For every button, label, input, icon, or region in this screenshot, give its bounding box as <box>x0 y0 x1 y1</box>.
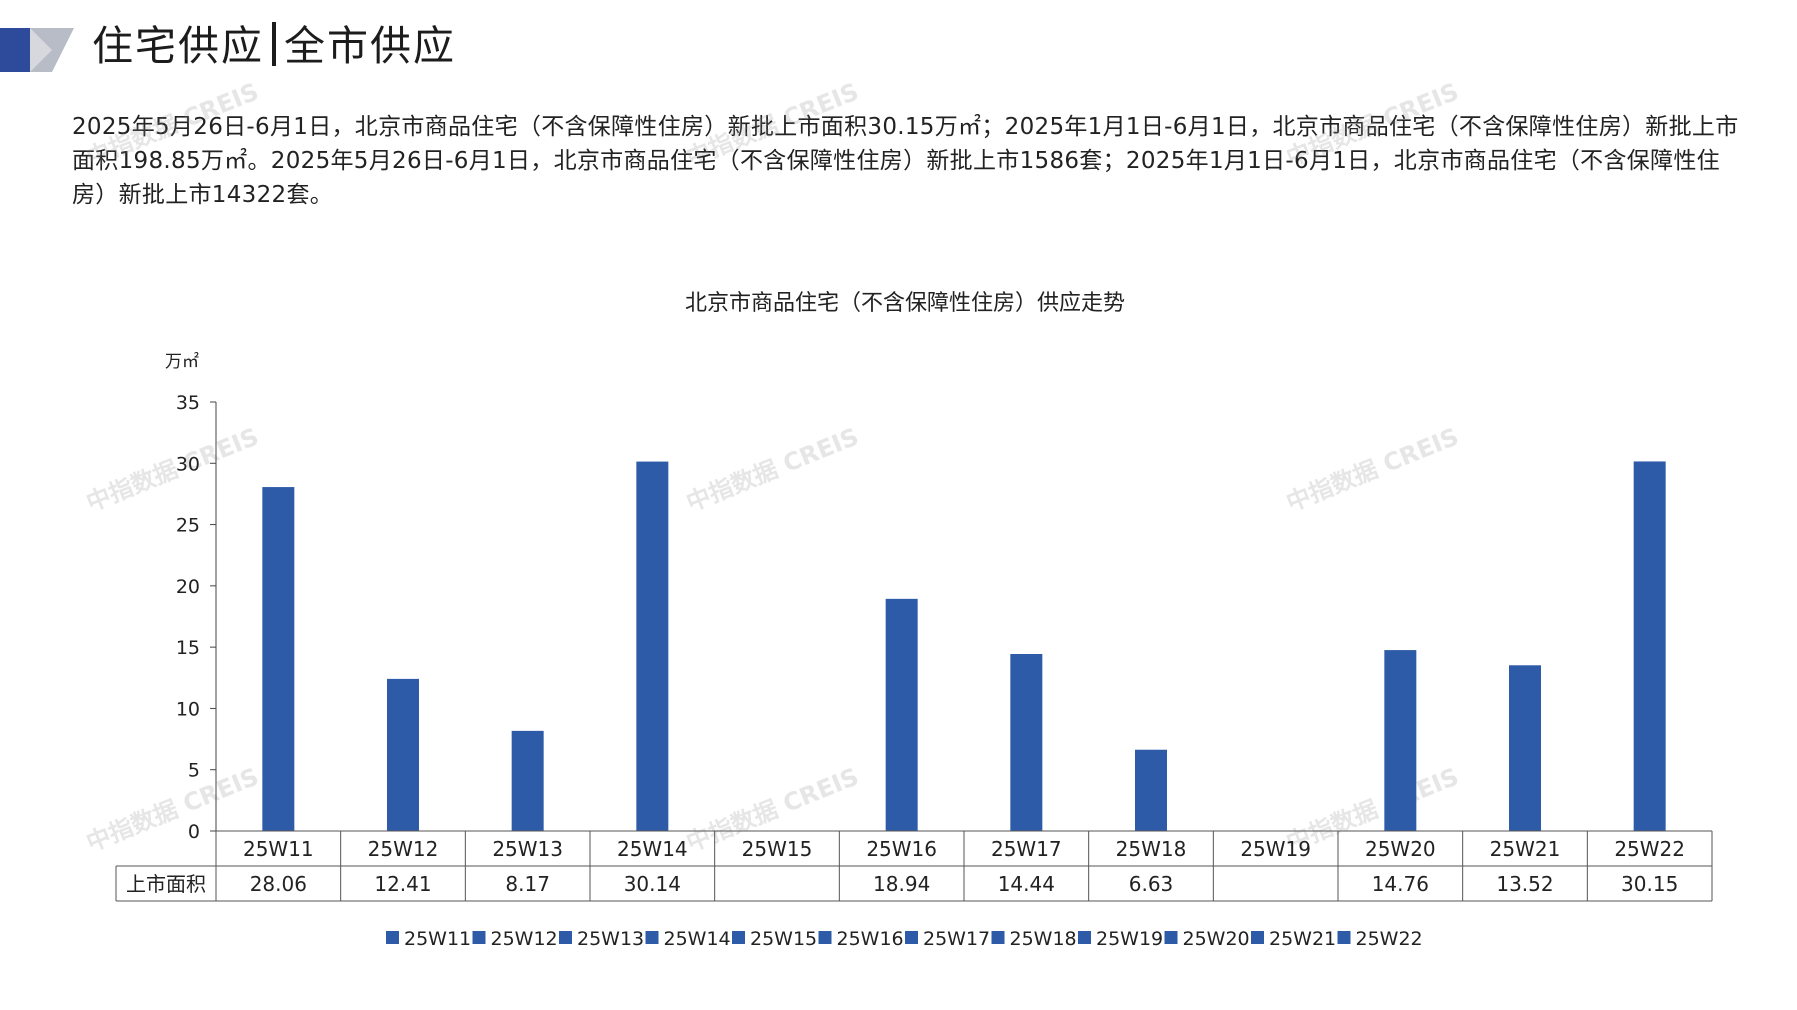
data-label: 30.15 <box>1621 872 1678 896</box>
legend-label: 25W15 <box>750 928 817 950</box>
x-tick-label: 25W16 <box>866 837 937 861</box>
legend-label: 25W21 <box>1269 928 1336 950</box>
legend-swatch <box>472 931 486 944</box>
data-label: 8.17 <box>505 872 550 896</box>
legend-label: 25W11 <box>404 928 471 950</box>
brand-logo-icon <box>0 28 74 72</box>
bar-25W11 <box>262 487 295 831</box>
data-label: 12.41 <box>374 872 431 896</box>
y-tick-label: 10 <box>176 698 200 720</box>
legend-label: 25W13 <box>577 928 644 950</box>
x-tick-label: 25W18 <box>1116 837 1187 861</box>
data-label: 14.44 <box>998 872 1055 896</box>
data-table: 25W11 28.06 25W12 12.41 25W13 8.17 25W14 30.14 2… <box>115 830 1713 902</box>
bars <box>262 461 1666 831</box>
bar-25W12 <box>387 678 419 831</box>
x-tick-label: 25W21 <box>1490 837 1561 861</box>
bar-25W22 <box>1633 461 1666 831</box>
legend: 25W11 25W12 25W13 25W14 25W15 25W16 25W17 25W18… <box>386 928 1423 950</box>
data-label: 18.94 <box>873 872 930 896</box>
x-tick-label: 25W11 <box>243 837 314 861</box>
data-label: 6.63 <box>1129 872 1174 896</box>
legend-swatch <box>991 931 1005 944</box>
y-tick-label: 0 <box>188 821 200 843</box>
x-tick-label: 25W12 <box>368 837 439 861</box>
legend-label: 25W22 <box>1356 928 1423 950</box>
page-title-main: 住宅供应 <box>92 22 264 70</box>
x-tick-label: 25W17 <box>991 837 1062 861</box>
data-label: 13.52 <box>1496 872 1553 896</box>
x-tick-label: 25W13 <box>492 837 563 861</box>
legend-swatch <box>732 931 745 944</box>
legend-label: 25W18 <box>1010 928 1077 950</box>
x-tick-label: 25W19 <box>1240 837 1311 861</box>
bar-25W16 <box>885 598 918 831</box>
y-tick-label: 20 <box>176 576 200 598</box>
legend-item: 25W22 <box>1337 928 1423 950</box>
y-axis: 0 5 10 15 20 25 30 35 <box>176 392 217 843</box>
legend-item: 25W21 <box>1251 928 1336 950</box>
legend-label: 25W16 <box>837 928 904 950</box>
legend-item: 25W16 <box>818 928 904 950</box>
legend-item: 25W11 <box>386 928 471 950</box>
legend-item: 25W14 <box>645 928 731 950</box>
bar-25W17 <box>1010 654 1043 831</box>
data-label: 28.06 <box>250 872 307 896</box>
bar-25W14 <box>636 461 669 831</box>
y-tick-label: 15 <box>176 637 200 659</box>
legend-swatch <box>1078 931 1091 944</box>
table-series-name: 上市面积 <box>126 872 206 896</box>
y-axis-unit: 万㎡ <box>165 352 199 372</box>
data-label: 14.76 <box>1372 872 1429 896</box>
x-tick-label: 25W22 <box>1614 837 1685 861</box>
legend-label: 25W20 <box>1183 928 1250 950</box>
data-label: 30.14 <box>624 872 681 896</box>
x-tick-label: 25W14 <box>617 837 688 861</box>
legend-swatch <box>559 931 572 944</box>
title-divider <box>272 22 276 66</box>
legend-item: 25W20 <box>1164 928 1250 950</box>
legend-item: 25W15 <box>732 928 817 950</box>
legend-label: 25W12 <box>491 928 558 950</box>
legend-label: 25W14 <box>664 928 731 950</box>
summary-text: 2025年5月26日-6月1日，北京市商品住宅（不含保障性住房）新批上市面积30… <box>72 114 1739 208</box>
y-tick-label: 30 <box>176 453 200 475</box>
legend-swatch <box>645 931 659 944</box>
page-title-sub: 全市供应 <box>284 22 456 70</box>
bar-25W13 <box>511 730 544 831</box>
x-tick-label: 25W20 <box>1365 837 1436 861</box>
legend-swatch <box>386 931 399 944</box>
legend-item: 25W12 <box>472 928 558 950</box>
legend-swatch <box>1164 931 1178 944</box>
chart-title: 北京市商品住宅（不含保障性住房）供应走势 <box>685 291 1125 316</box>
supply-bar-chart: 北京市商品住宅（不含保障性住房）供应走势 万㎡ 0 5 10 15 20 25 30 35 2… <box>115 291 1713 950</box>
legend-item: 25W17 <box>905 928 990 950</box>
legend-item: 25W19 <box>1078 928 1163 950</box>
y-tick-label: 25 <box>176 515 200 537</box>
legend-swatch <box>818 931 832 944</box>
legend-label: 25W19 <box>1096 928 1163 950</box>
bar-25W21 <box>1509 665 1541 831</box>
page-title: 住宅供应 全市供应 <box>92 16 456 76</box>
bar-25W18 <box>1135 749 1167 831</box>
y-tick-label: 5 <box>188 760 200 782</box>
legend-item: 25W13 <box>559 928 644 950</box>
bar-25W20 <box>1384 650 1417 831</box>
legend-label: 25W17 <box>923 928 990 950</box>
x-tick-label: 25W15 <box>742 837 813 861</box>
legend-item: 25W18 <box>991 928 1077 950</box>
legend-swatch <box>1337 931 1351 944</box>
y-tick-label: 35 <box>176 392 200 414</box>
legend-swatch <box>1251 931 1264 944</box>
legend-swatch <box>905 931 918 944</box>
